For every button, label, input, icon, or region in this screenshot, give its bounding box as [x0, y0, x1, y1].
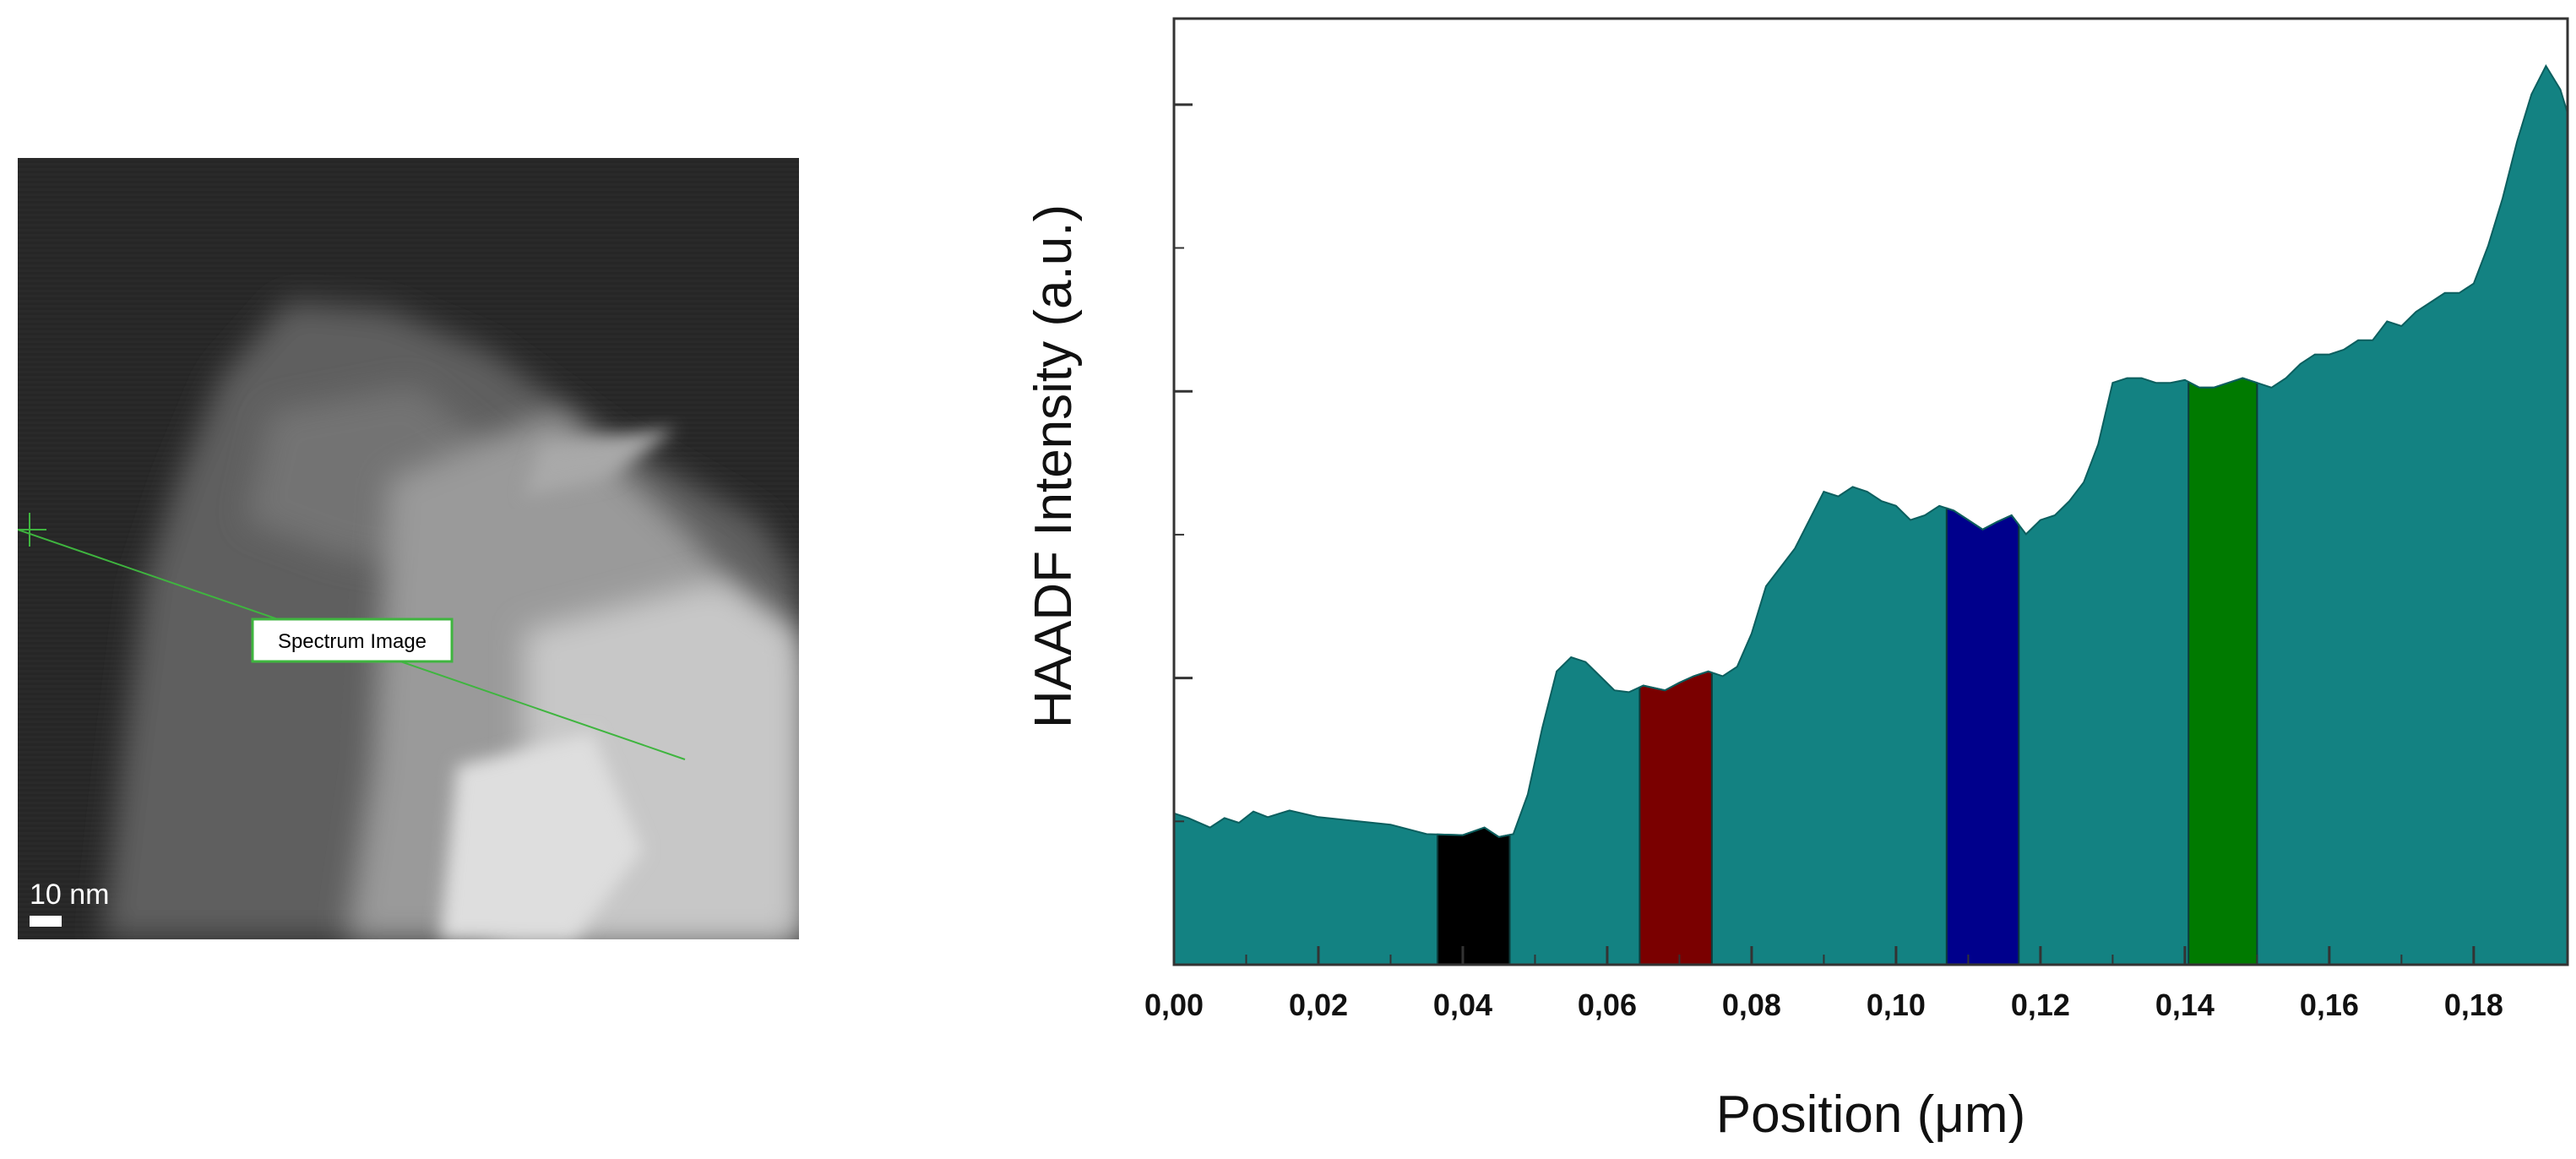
spectrum-image-label: Spectrum Image: [251, 618, 454, 663]
highlight-bands: [1437, 377, 2258, 966]
highlight-band-1: [1437, 826, 1511, 966]
x-tick-label: 0,08: [1722, 988, 1781, 1022]
y-axis-ticks: [1174, 103, 1193, 823]
stem-image: Spectrum Image 10 nm: [18, 158, 799, 939]
intensity-profile-outline: [1173, 63, 2568, 838]
haadf-profile-chart: 0,00 0,02 0,04 0,06 0,08 0,10 0,12 0,14 0,16 0,18…: [1024, 17, 2569, 1144]
highlight-band-2: [1639, 670, 1713, 966]
x-tick-label: 0,02: [1289, 988, 1348, 1022]
x-tick-label: 0,06: [1578, 988, 1637, 1022]
spectrum-image-label-text: Spectrum Image: [278, 630, 427, 653]
highlight-band-3: [1945, 507, 2020, 966]
y-axis-title: HAADF Intensity (a.u.): [1024, 204, 1083, 728]
x-axis-title: Position (μm): [1716, 1086, 2025, 1144]
x-tick-label: 0,18: [2444, 988, 2503, 1022]
x-tick-label: 0,04: [1433, 988, 1492, 1022]
x-tick-label: 0,00: [1144, 988, 1204, 1022]
highlight-band-4: [2187, 377, 2258, 966]
scale-bar: 10 nm: [30, 879, 110, 927]
x-tick-label: 0,12: [2011, 988, 2070, 1022]
x-tick-label: 0,14: [2155, 988, 2215, 1022]
scale-bar-label: 10 nm: [30, 879, 110, 911]
x-tick-label: 0,10: [1867, 988, 1926, 1022]
x-axis-ticks: 0,00 0,02 0,04 0,06 0,08 0,10 0,12 0,14 0,16 0,18: [1144, 946, 2503, 1022]
plot-area: [1173, 63, 2568, 966]
plot-frame: [1172, 17, 2569, 966]
x-tick-label: 0,16: [2300, 988, 2359, 1022]
intensity-profile-area: [1174, 66, 2568, 965]
scale-bar-line: [30, 916, 62, 927]
